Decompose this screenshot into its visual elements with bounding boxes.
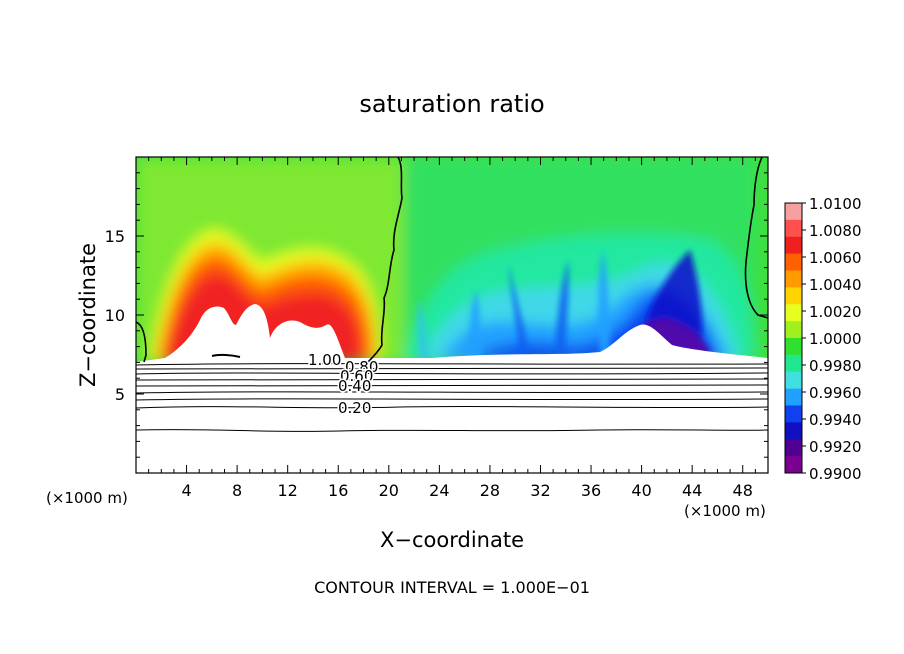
plot-area: 1.00 0.80 0.60 0.40 0.20	[136, 157, 768, 473]
colorbar-swatch	[785, 422, 802, 440]
x-axis: 4 8 12 16 20 24 28 32 36 40 44 48	[148, 157, 756, 500]
colorbar-swatch	[785, 439, 802, 457]
colorbar-label: 1.0000	[809, 330, 862, 348]
x-tick-label: 32	[530, 481, 550, 500]
colorbar-swatch	[785, 405, 802, 423]
x-tick-label: 24	[429, 481, 449, 500]
colorbar-swatch	[785, 219, 802, 238]
contour-lines	[136, 353, 768, 432]
x-unit-left: (×1000 m)	[46, 489, 128, 507]
contour-label: 0.20	[338, 399, 371, 417]
colorbar-label: 0.9960	[809, 384, 862, 402]
contour-labels: 1.00 0.80 0.60 0.40 0.20	[307, 350, 380, 419]
chart-title: saturation ratio	[359, 90, 544, 118]
unit-contour	[136, 157, 768, 363]
y-axis: 5 10 15	[105, 172, 768, 458]
x-unit-right: (×1000 m)	[684, 502, 766, 520]
colorbar-swatch	[785, 304, 802, 322]
x-axis-label: X−coordinate	[380, 528, 524, 552]
colorbar-swatch	[785, 253, 802, 271]
colorbar-label: 1.0040	[809, 276, 862, 294]
colorbar-label: 1.0080	[809, 222, 862, 240]
colorbar-label: 0.9980	[809, 357, 862, 375]
colorbar-swatch	[785, 354, 802, 373]
x-tick-label: 44	[682, 481, 702, 500]
colorbar-label: 0.9900	[809, 465, 862, 483]
x-tick-label: 28	[480, 481, 500, 500]
masked-region	[136, 304, 768, 473]
colorbar: 1.0100 1.0080 1.0060 1.0040 1.0020 1.0000 0.99…	[784, 195, 862, 483]
colorbar-swatch	[785, 371, 802, 390]
colorbar-swatch	[785, 456, 802, 474]
y-tick-label: 10	[105, 306, 125, 325]
x-tick-label: 16	[328, 481, 348, 500]
colorbar-swatch	[785, 388, 802, 406]
colorbar-swatch	[785, 203, 802, 221]
colorbar-swatch	[785, 321, 802, 339]
y-tick-label: 15	[105, 227, 125, 246]
colorbar-label: 0.9940	[809, 411, 862, 429]
colorbar-swatch	[785, 287, 802, 305]
colorbar-swatch	[785, 236, 802, 255]
x-tick-label: 12	[278, 481, 298, 500]
x-tick-label: 40	[631, 481, 651, 500]
colorbar-label: 1.0020	[809, 303, 862, 321]
x-tick-label: 20	[379, 481, 399, 500]
colorbar-label: 1.0060	[809, 249, 862, 267]
contour-label: 1.00	[308, 351, 341, 369]
contour-interval-note: CONTOUR INTERVAL = 1.000E−01	[314, 578, 590, 597]
contour-label: 0.80	[345, 358, 378, 376]
x-tick-label: 36	[581, 481, 601, 500]
x-tick-label: 8	[232, 481, 242, 500]
colorbar-label: 1.0100	[809, 195, 862, 213]
y-axis-label: Z−coordinate	[76, 243, 100, 387]
contour-label: 0.40	[338, 377, 371, 395]
x-tick-label: 48	[733, 481, 753, 500]
y-tick-label: 5	[115, 385, 125, 404]
colorbar-swatch	[785, 270, 802, 288]
colorbar-swatch	[785, 338, 802, 356]
x-tick-label: 4	[181, 481, 191, 500]
contour-label: 0.60	[340, 367, 373, 385]
colorbar-label: 0.9920	[809, 438, 862, 456]
